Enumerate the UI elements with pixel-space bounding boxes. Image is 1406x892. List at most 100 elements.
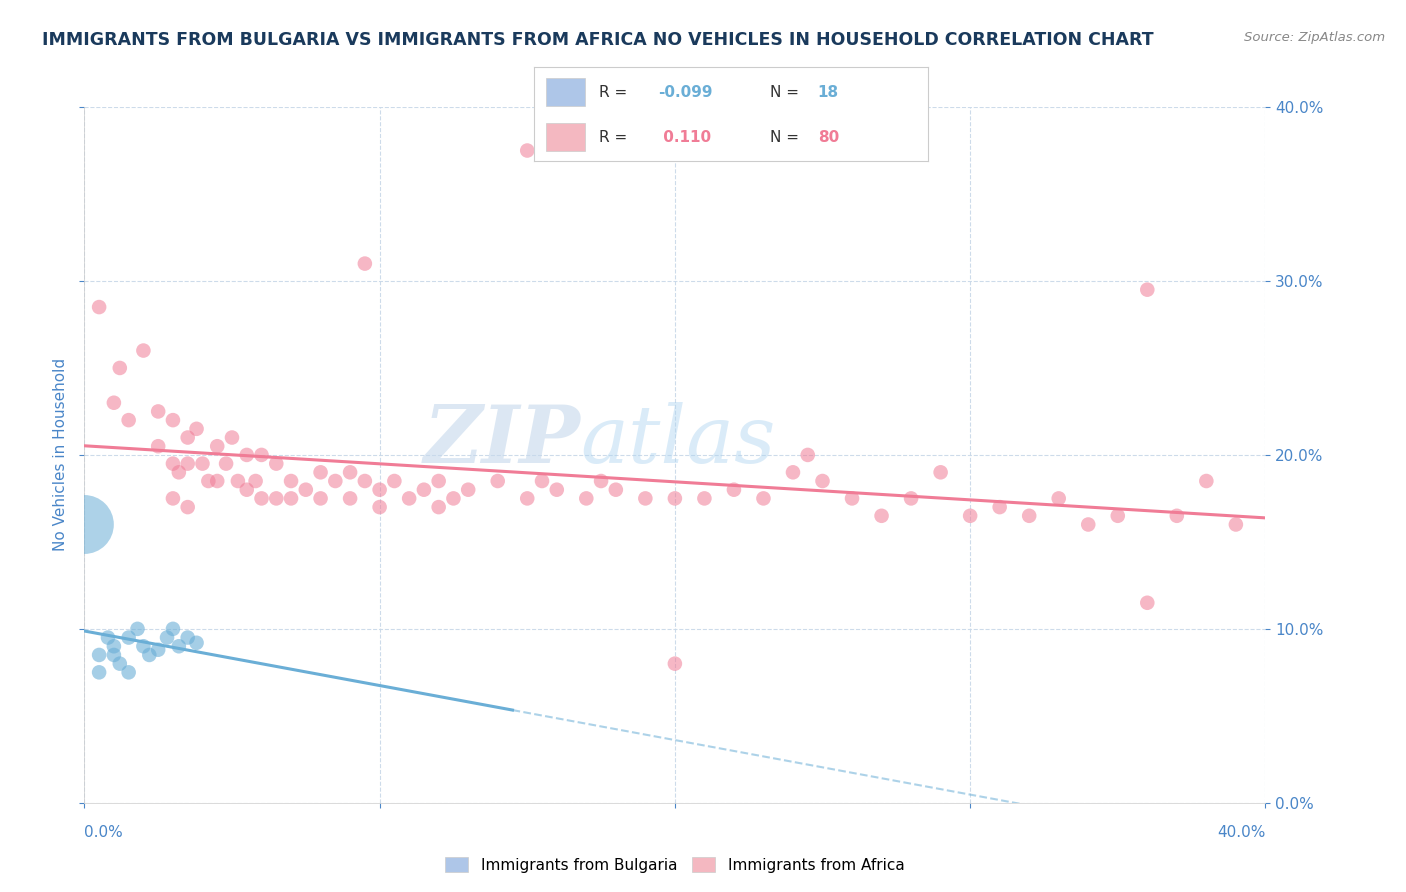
Point bbox=[177, 431, 200, 445]
Text: 0.110: 0.110 bbox=[658, 129, 711, 145]
Point bbox=[1047, 491, 1070, 506]
Point bbox=[132, 639, 155, 653]
Point bbox=[546, 483, 568, 497]
Point bbox=[118, 665, 141, 680]
Point bbox=[167, 466, 190, 480]
Point bbox=[250, 491, 273, 506]
Text: -0.099: -0.099 bbox=[658, 85, 713, 100]
Point bbox=[226, 474, 249, 488]
Point bbox=[959, 508, 981, 523]
Point bbox=[988, 500, 1011, 514]
Point bbox=[205, 474, 228, 488]
Text: IMMIGRANTS FROM BULGARIA VS IMMIGRANTS FROM AFRICA NO VEHICLES IN HOUSEHOLD CORR: IMMIGRANTS FROM BULGARIA VS IMMIGRANTS F… bbox=[42, 31, 1154, 49]
Point bbox=[591, 474, 613, 488]
Point bbox=[108, 657, 131, 671]
Point bbox=[575, 491, 598, 506]
Point bbox=[1018, 508, 1040, 523]
Point bbox=[205, 439, 228, 453]
Point bbox=[73, 517, 96, 532]
Point bbox=[87, 300, 111, 314]
Point bbox=[398, 491, 420, 506]
Point bbox=[177, 500, 200, 514]
Point bbox=[103, 639, 125, 653]
Point bbox=[235, 483, 259, 497]
Point bbox=[929, 466, 952, 480]
Point bbox=[1225, 517, 1247, 532]
Point bbox=[118, 631, 141, 645]
Point bbox=[354, 256, 377, 270]
Point bbox=[1166, 508, 1188, 523]
Point bbox=[382, 474, 406, 488]
Text: Source: ZipAtlas.com: Source: ZipAtlas.com bbox=[1244, 31, 1385, 45]
FancyBboxPatch shape bbox=[546, 78, 585, 106]
FancyBboxPatch shape bbox=[546, 123, 585, 152]
Point bbox=[516, 144, 538, 158]
Point bbox=[427, 500, 450, 514]
Point bbox=[148, 439, 170, 453]
Point bbox=[309, 466, 332, 480]
Point bbox=[441, 491, 464, 506]
Text: R =: R = bbox=[599, 129, 633, 145]
Point bbox=[664, 491, 686, 506]
Text: R =: R = bbox=[599, 85, 633, 100]
Point bbox=[250, 448, 273, 462]
Point bbox=[215, 457, 238, 471]
Point bbox=[138, 648, 160, 662]
Point bbox=[186, 422, 208, 436]
Point bbox=[97, 631, 120, 645]
Point bbox=[723, 483, 745, 497]
Point bbox=[900, 491, 922, 506]
Point bbox=[323, 474, 347, 488]
Point bbox=[1195, 474, 1218, 488]
Legend: Immigrants from Bulgaria, Immigrants from Africa: Immigrants from Bulgaria, Immigrants fro… bbox=[439, 850, 911, 879]
Point bbox=[354, 474, 377, 488]
Point bbox=[339, 466, 361, 480]
Point bbox=[280, 491, 302, 506]
Point bbox=[368, 483, 391, 497]
Point bbox=[162, 491, 184, 506]
Point bbox=[605, 483, 627, 497]
Text: 40.0%: 40.0% bbox=[1218, 825, 1265, 840]
Text: 80: 80 bbox=[818, 129, 839, 145]
Point bbox=[87, 665, 111, 680]
Point bbox=[235, 448, 259, 462]
Point bbox=[156, 631, 179, 645]
Point bbox=[162, 457, 184, 471]
Text: N =: N = bbox=[770, 85, 804, 100]
Point bbox=[197, 474, 219, 488]
Point bbox=[162, 413, 184, 427]
Point bbox=[167, 639, 190, 653]
Point bbox=[841, 491, 863, 506]
Point bbox=[870, 508, 893, 523]
Point bbox=[191, 457, 214, 471]
Y-axis label: No Vehicles in Household: No Vehicles in Household bbox=[53, 359, 69, 551]
Point bbox=[782, 466, 804, 480]
Text: atlas: atlas bbox=[581, 402, 776, 480]
Point bbox=[264, 491, 288, 506]
Point bbox=[108, 360, 131, 375]
Point bbox=[413, 483, 436, 497]
Text: N =: N = bbox=[770, 129, 804, 145]
Point bbox=[162, 622, 184, 636]
Point bbox=[103, 648, 125, 662]
Point bbox=[264, 457, 288, 471]
Point bbox=[87, 648, 111, 662]
Point bbox=[368, 500, 391, 514]
Text: 18: 18 bbox=[818, 85, 839, 100]
Point bbox=[295, 483, 318, 497]
Point bbox=[752, 491, 775, 506]
Point bbox=[486, 474, 509, 488]
Point bbox=[186, 636, 208, 650]
Point bbox=[221, 431, 243, 445]
Point bbox=[148, 642, 170, 657]
Point bbox=[245, 474, 267, 488]
Point bbox=[132, 343, 155, 358]
Point bbox=[530, 474, 553, 488]
Point bbox=[177, 631, 200, 645]
Point bbox=[664, 657, 686, 671]
Point bbox=[693, 491, 716, 506]
Point bbox=[339, 491, 361, 506]
Point bbox=[427, 474, 450, 488]
Point bbox=[1136, 283, 1159, 297]
Point bbox=[118, 413, 141, 427]
